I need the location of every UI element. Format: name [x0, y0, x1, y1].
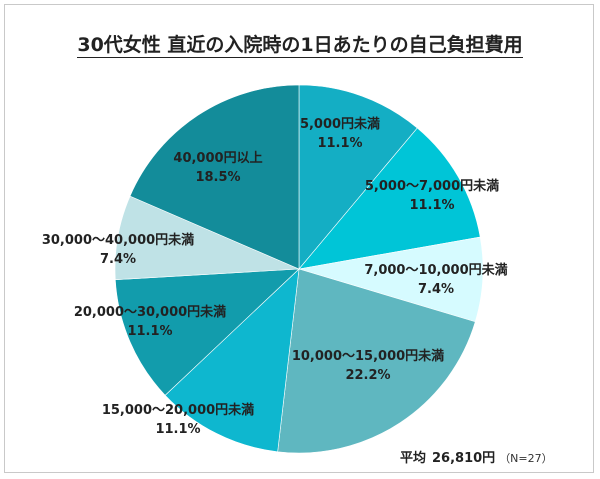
slice-category-label: 7,000～10,000円未満 [364, 262, 507, 278]
pie-slice-0 [298, 84, 418, 270]
slice-label-2: 7,000～10,000円未満 7.4% [364, 262, 507, 297]
slice-percent-label: 11.1% [127, 324, 172, 339]
slice-label-5: 20,000～30,000円未満 11.1% [74, 304, 226, 339]
sample-size: （N=27） [499, 452, 553, 465]
chart-title: 30代女性 直近の入院時の1日あたりの自己負担費用 [0, 30, 600, 58]
slice-label-7: 40,000円以上 18.5% [173, 151, 262, 185]
slice-category-label: 30,000～40,000円未満 [42, 232, 194, 248]
slice-label-4: 15,000～20,000円未満 11.1% [102, 402, 254, 437]
slice-percent-label: 11.1% [409, 198, 454, 213]
slice-percent-label: 22.2% [345, 368, 390, 383]
slice-label-0: 5,000円未満 11.1% [300, 116, 380, 151]
slice-percent-label: 7.4% [100, 252, 136, 267]
slice-category-label: 20,000～30,000円未満 [74, 304, 226, 320]
slice-label-6: 30,000～40,000円未満 7.4% [42, 232, 194, 267]
slice-label-3: 10,000～15,000円未満 22.2% [292, 348, 444, 383]
slice-percent-label: 7.4% [418, 282, 454, 297]
slice-label-1: 5,000～7,000円未満 11.1% [365, 178, 499, 213]
slice-percent-label: 11.1% [317, 136, 362, 151]
slice-category-label: 5,000～7,000円未満 [365, 178, 499, 194]
pie-slice-1 [298, 127, 481, 270]
slice-category-label: 15,000～20,000円未満 [102, 402, 254, 418]
average-note: 平均 26,810円 （N=27） [400, 447, 553, 466]
average-label: 平均 [400, 451, 427, 466]
slice-percent-label: 11.1% [155, 422, 200, 437]
slice-percent-label: 18.5% [195, 170, 240, 185]
pie-labels: 5,000円未満 11.1% 5,000～7,000円未満 11.1% 7,000～10… [42, 116, 508, 437]
slice-category-label: 10,000～15,000円未満 [292, 348, 444, 364]
pie-slice-3 [277, 268, 476, 454]
pie-slice-4 [164, 268, 300, 453]
pie-slice-7 [129, 84, 300, 270]
pie-slices [114, 84, 484, 454]
chart-title-text: 30代女性 直近の入院時の1日あたりの自己負担費用 [77, 34, 523, 58]
slice-category-label: 5,000円未満 [300, 116, 380, 132]
average-value: 26,810円 [432, 451, 496, 466]
slice-category-label: 40,000円以上 [173, 151, 262, 166]
pie-slice-5 [114, 268, 300, 396]
